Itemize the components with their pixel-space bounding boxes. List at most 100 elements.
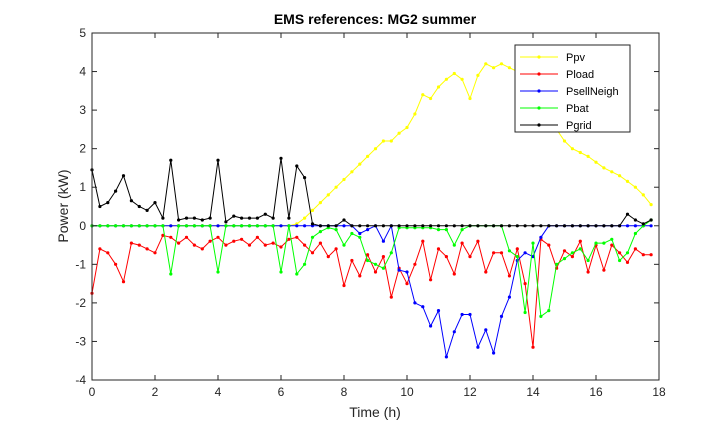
data-point	[350, 231, 354, 236]
data-point	[436, 85, 441, 89]
data-point	[350, 224, 354, 228]
y-tick-label: -4	[75, 373, 86, 387]
x-tick-label: 8	[341, 385, 348, 399]
data-point	[240, 237, 244, 241]
data-point	[515, 247, 519, 251]
data-point	[594, 160, 598, 164]
data-point	[413, 301, 417, 305]
data-point	[137, 243, 141, 247]
data-point	[476, 345, 480, 349]
data-point	[610, 170, 614, 174]
data-point	[342, 218, 346, 222]
data-point	[295, 272, 299, 276]
data-point	[421, 305, 425, 309]
legend: Ppv Pload PsellNeigh Pbat Pgrid	[514, 44, 631, 133]
data-point	[436, 228, 441, 232]
y-tick-label: 4	[79, 65, 86, 79]
data-point	[633, 224, 638, 228]
legend-box	[514, 44, 631, 133]
data-point	[381, 239, 385, 243]
data-point	[303, 243, 307, 247]
data-point	[625, 224, 630, 228]
data-point	[484, 224, 488, 228]
data-point	[177, 241, 181, 245]
data-point	[436, 224, 441, 228]
data-point	[169, 272, 173, 276]
data-point	[429, 278, 433, 282]
data-point	[444, 228, 448, 232]
data-point	[247, 216, 252, 220]
series-layer	[90, 62, 653, 359]
data-point	[594, 241, 598, 245]
data-point	[114, 262, 118, 266]
legend-label: Pload	[566, 69, 594, 81]
data-point	[625, 179, 630, 183]
data-point	[240, 224, 244, 228]
data-point	[255, 216, 259, 220]
data-point	[263, 224, 267, 228]
x-tick-label: 18	[652, 385, 666, 399]
data-point	[460, 312, 464, 317]
data-point	[373, 147, 378, 151]
data-point	[570, 255, 575, 259]
data-point	[303, 216, 307, 220]
data-point	[121, 174, 126, 178]
data-point	[232, 224, 236, 228]
data-point	[484, 62, 488, 66]
data-point	[570, 147, 575, 151]
data-point	[224, 243, 228, 247]
data-point	[255, 235, 259, 239]
data-point	[161, 224, 165, 228]
chart-title: EMS references: MG2 summer	[274, 11, 477, 27]
data-point	[562, 249, 567, 253]
data-point	[405, 270, 409, 274]
data-point	[444, 224, 448, 228]
data-point	[555, 224, 559, 228]
data-point	[114, 224, 118, 228]
legend-item: Pgrid	[520, 120, 592, 132]
y-tick-label: 1	[79, 180, 86, 194]
data-point	[184, 235, 189, 239]
data-point	[523, 251, 527, 255]
data-point	[279, 270, 283, 274]
data-point	[366, 154, 370, 158]
data-point	[98, 204, 102, 209]
data-point	[641, 222, 645, 226]
data-point	[271, 216, 275, 220]
data-point	[106, 224, 110, 228]
data-point	[570, 224, 575, 228]
data-point	[310, 235, 315, 239]
data-point	[421, 93, 425, 97]
data-point	[641, 193, 645, 197]
data-point	[177, 218, 181, 222]
data-point	[145, 208, 149, 212]
legend-marker	[537, 123, 541, 127]
data-point	[389, 295, 393, 299]
data-point	[562, 139, 567, 143]
data-point	[562, 224, 567, 228]
data-point	[539, 314, 543, 318]
data-point	[421, 224, 425, 228]
data-point	[366, 258, 370, 263]
data-point	[547, 243, 551, 247]
data-point	[326, 193, 330, 197]
data-point	[429, 96, 433, 101]
data-point	[405, 224, 409, 228]
data-point	[169, 158, 173, 162]
data-point	[492, 66, 496, 70]
legend-label: Pbat	[566, 103, 589, 115]
data-point	[618, 174, 622, 178]
data-point	[468, 96, 472, 101]
data-point	[492, 351, 496, 355]
legend-marker	[537, 106, 541, 110]
x-tick-label: 0	[89, 385, 96, 399]
series-pgrid	[90, 156, 653, 228]
legend-label: Ppv	[566, 52, 585, 64]
data-point	[578, 150, 582, 155]
data-point	[208, 224, 212, 228]
data-point	[129, 241, 133, 245]
data-point	[303, 176, 307, 180]
y-tick-label: -2	[75, 296, 86, 310]
data-point	[539, 235, 543, 239]
data-point	[389, 224, 393, 228]
